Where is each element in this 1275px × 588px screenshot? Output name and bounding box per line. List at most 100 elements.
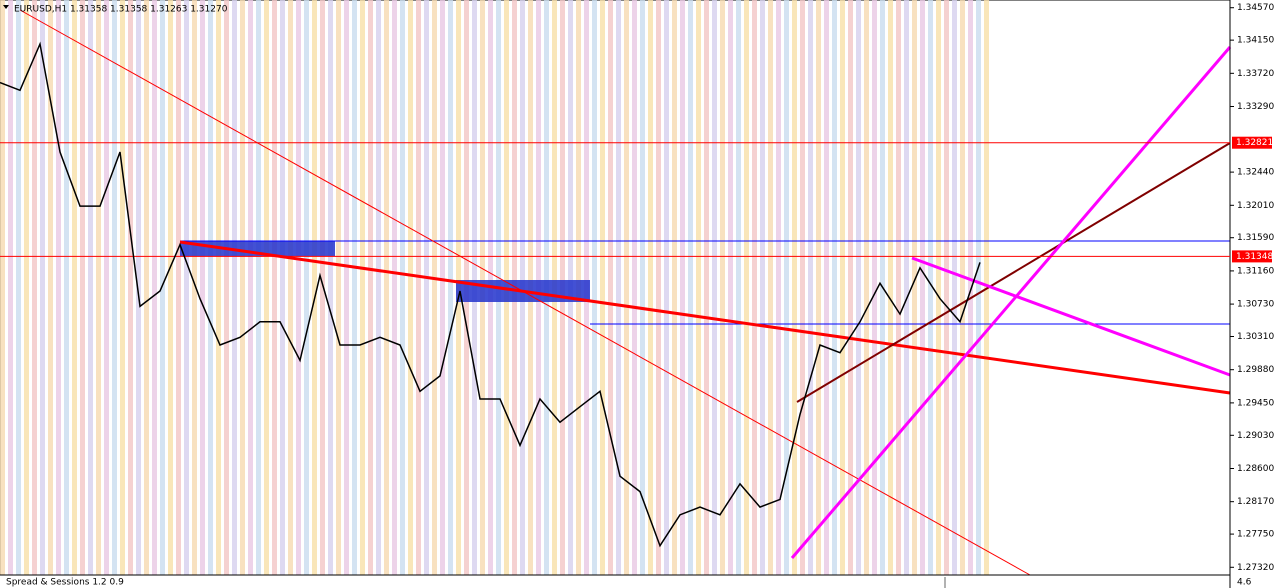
session-band [792,0,797,575]
session-band [768,0,773,575]
session-band [416,0,421,575]
session-band [288,0,293,575]
session-band [152,0,157,575]
drawings [19,9,1232,576]
price-label: 1.32821 [1236,138,1273,148]
session-band [976,0,981,575]
session-band [888,0,893,575]
y-tick-label: 1.29030 [1237,431,1274,441]
session-band [320,0,325,575]
session-band [336,0,341,575]
trend-line [179,240,1231,395]
session-band [608,0,613,575]
y-tick-label: 1.28170 [1237,497,1274,507]
session-band [680,0,685,575]
session-band [344,0,349,575]
session-band [272,0,277,575]
session-band [968,0,973,575]
session-band [432,0,437,575]
session-band [960,0,965,575]
session-band [648,0,653,575]
session-band [856,0,861,575]
session-band [872,0,877,575]
session-band [624,0,629,575]
session-band [672,0,677,575]
chart-header: EURUSD,H1 1.31358 1.31358 1.31263 1.3127… [14,5,228,15]
y-tick-label: 1.31590 [1237,233,1274,243]
session-band [88,0,93,575]
session-band [160,0,165,575]
y-tick-label: 1.27750 [1237,530,1274,540]
session-band [784,0,789,575]
session-band [232,0,237,575]
session-band [208,0,213,575]
session-band [136,0,141,575]
session-band [64,0,69,575]
trend-line [790,46,1232,559]
session-band [176,0,181,575]
session-band [144,0,149,575]
session-band [192,0,197,575]
session-band [616,0,621,575]
y-tick-label: 1.29880 [1237,365,1274,375]
session-band [808,0,813,575]
session-band [280,0,285,575]
session-band [720,0,725,575]
session-band [104,0,109,575]
session-band [928,0,933,575]
session-band [96,0,101,575]
y-tick-label: 1.32010 [1237,201,1274,211]
volume-box [180,241,335,256]
session-band [944,0,949,575]
session-band [920,0,925,575]
session-band [592,0,597,575]
session-band [688,0,693,575]
session-band [840,0,845,575]
session-band [264,0,269,575]
session-band [200,0,205,575]
session-band [304,0,309,575]
session-band [440,0,445,575]
session-band [248,0,253,575]
session-band [392,0,397,575]
y-tick-label: 1.32440 [1237,168,1274,178]
session-band [120,0,125,575]
session-band [736,0,741,575]
session-band [352,0,357,575]
y-tick-label: 1.28600 [1237,464,1274,474]
session-band [48,0,53,575]
trend-line [911,256,1231,377]
y-tick-label: 1.30730 [1237,300,1274,310]
session-band [112,0,117,575]
session-band [384,0,389,575]
session-band [744,0,749,575]
session-band [376,0,381,575]
session-band [728,0,733,575]
session-band [24,0,29,575]
y-tick-label: 1.34150 [1237,36,1274,46]
session-band [712,0,717,575]
session-band [168,0,173,575]
session-band [296,0,301,575]
session-band [128,0,133,575]
session-band [656,0,661,575]
session-band [32,0,37,575]
session-band [400,0,405,575]
session-band [864,0,869,575]
session-band [312,0,317,575]
session-band [328,0,333,575]
session-band [704,0,709,575]
session-band [640,0,645,575]
session-band [816,0,821,575]
header-icon [3,5,9,9]
y-tick-label: 1.29450 [1237,398,1274,408]
session-band [664,0,669,575]
session-band [448,0,453,575]
session-band [256,0,261,575]
y-tick-label: 1.27320 [1237,563,1274,573]
trend-line [796,142,1231,403]
session-band [424,0,429,575]
y-tick-label: 1.30310 [1237,332,1274,342]
